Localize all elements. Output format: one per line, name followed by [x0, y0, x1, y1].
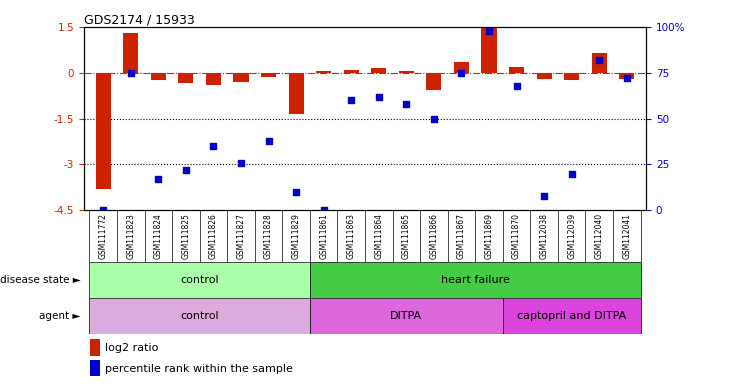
Bar — [344, 70, 359, 73]
Point — [125, 70, 137, 76]
Point — [483, 28, 495, 34]
Point — [456, 70, 467, 76]
Bar — [90, 298, 310, 334]
Text: GSM111824: GSM111824 — [154, 213, 163, 259]
Point — [180, 167, 192, 173]
Text: percentile rank within the sample: percentile rank within the sample — [105, 364, 293, 374]
Bar — [481, 27, 496, 73]
Bar — [591, 53, 607, 73]
Text: DITPA: DITPA — [391, 311, 423, 321]
Bar — [90, 361, 100, 376]
Text: heart failure: heart failure — [441, 275, 510, 285]
Point — [401, 101, 412, 107]
Bar — [178, 73, 193, 83]
Point — [373, 93, 385, 99]
Bar — [90, 339, 100, 356]
Text: GSM112039: GSM112039 — [567, 213, 576, 259]
Bar — [90, 262, 310, 298]
Text: GSM111865: GSM111865 — [402, 213, 411, 259]
Bar — [426, 73, 442, 89]
Text: captopril and DITPA: captopril and DITPA — [517, 311, 626, 321]
Bar — [371, 68, 386, 73]
Bar — [509, 66, 524, 73]
Text: GSM112038: GSM112038 — [539, 213, 549, 259]
Point — [511, 83, 523, 89]
Bar — [454, 62, 469, 73]
Text: GSM111828: GSM111828 — [264, 213, 273, 258]
Point — [207, 143, 219, 149]
Point — [428, 116, 439, 122]
Bar — [503, 298, 640, 334]
Text: GSM111863: GSM111863 — [347, 213, 356, 259]
Bar — [206, 73, 221, 85]
Text: GSM112041: GSM112041 — [622, 213, 631, 259]
Bar — [537, 73, 552, 79]
Point — [345, 97, 357, 103]
Bar — [564, 73, 579, 80]
Bar — [619, 73, 634, 79]
Point — [291, 189, 302, 195]
Point — [538, 192, 550, 199]
Point — [235, 159, 247, 166]
Bar — [96, 73, 111, 189]
Bar — [399, 71, 414, 73]
Text: GSM111869: GSM111869 — [485, 213, 493, 259]
Text: log2 ratio: log2 ratio — [105, 343, 158, 353]
Text: agent ►: agent ► — [39, 311, 80, 321]
Text: control: control — [180, 311, 219, 321]
Bar — [261, 73, 276, 77]
Text: GSM111826: GSM111826 — [209, 213, 218, 259]
Point — [318, 207, 329, 213]
Bar — [310, 262, 640, 298]
Text: GSM111825: GSM111825 — [181, 213, 191, 259]
Text: GSM111772: GSM111772 — [99, 213, 108, 259]
Text: GSM111870: GSM111870 — [512, 213, 521, 259]
Bar — [234, 73, 249, 82]
Bar — [151, 73, 166, 80]
Text: GSM111867: GSM111867 — [457, 213, 466, 259]
Point — [97, 207, 109, 213]
Point — [153, 176, 164, 182]
Point — [566, 170, 577, 177]
Point — [593, 57, 605, 63]
Text: GSM111866: GSM111866 — [429, 213, 439, 259]
Bar — [316, 71, 331, 73]
Text: GDS2174 / 15933: GDS2174 / 15933 — [84, 14, 195, 27]
Point — [263, 137, 274, 144]
Point — [621, 75, 633, 81]
Text: GSM111827: GSM111827 — [237, 213, 245, 259]
Text: GSM111861: GSM111861 — [319, 213, 328, 259]
Text: GSM111829: GSM111829 — [291, 213, 301, 259]
Bar — [310, 298, 503, 334]
Text: control: control — [180, 275, 219, 285]
Text: GSM111823: GSM111823 — [126, 213, 135, 259]
Text: GSM112040: GSM112040 — [595, 213, 604, 259]
Bar — [288, 73, 304, 114]
Text: disease state ►: disease state ► — [0, 275, 80, 285]
Bar — [123, 33, 139, 73]
Text: GSM111864: GSM111864 — [374, 213, 383, 259]
